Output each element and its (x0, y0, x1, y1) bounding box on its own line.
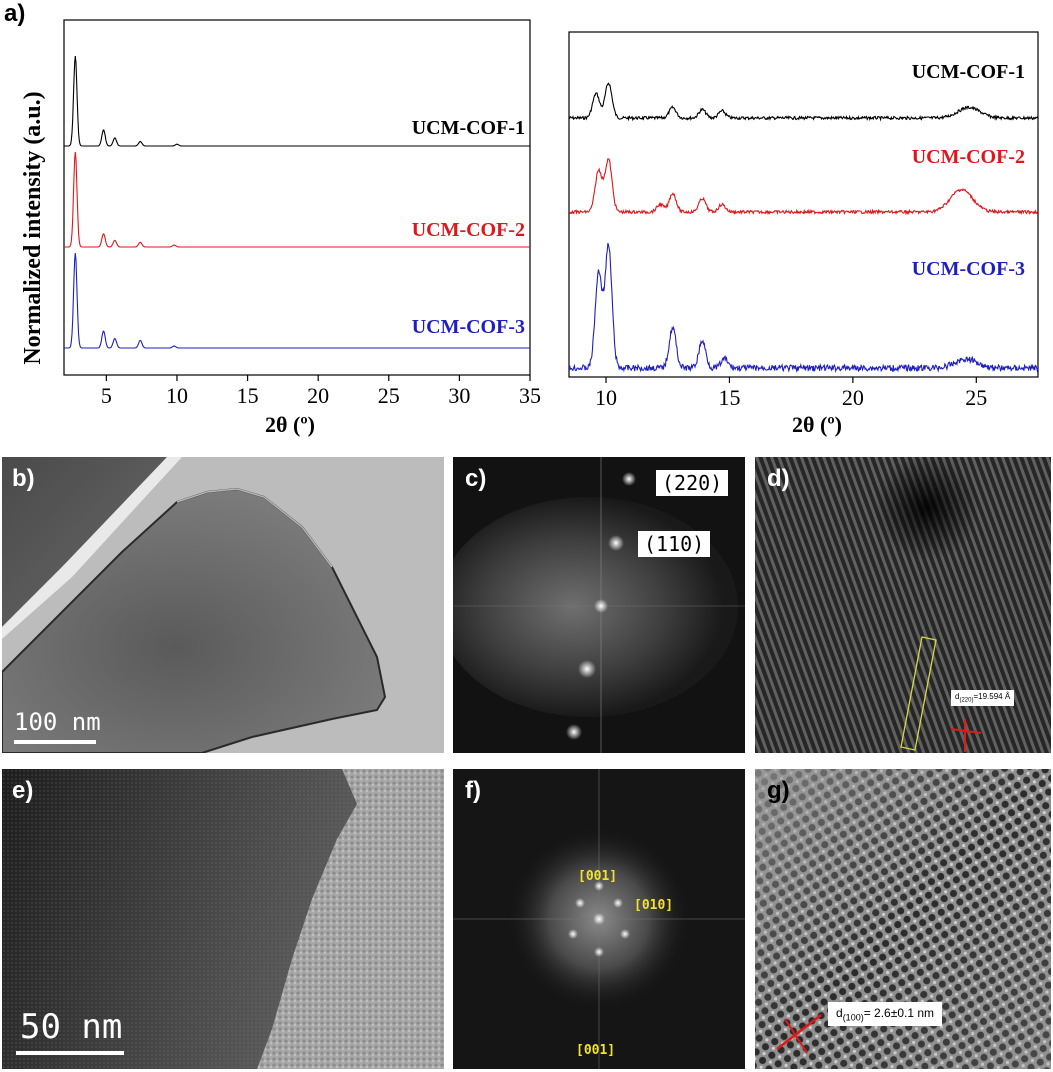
series-label-ucm-cof-2: UCM-COF-2 (412, 219, 525, 241)
panel-label-g: g) (767, 777, 790, 804)
x-axis-label-right: 2θ (º) (792, 412, 842, 437)
x-tick-label-25: 25 (965, 385, 987, 410)
d-spacing-label-d: d(220)=19.594 Å (951, 690, 1015, 706)
series-label-right-ucm-cof-2: UCM-COF-2 (912, 146, 1025, 168)
series-line-ucm-cof-3 (64, 252, 530, 349)
series-line-ucm-cof-1 (568, 82, 1039, 122)
x-tick-label-15: 15 (718, 385, 740, 410)
scale-bar-e (16, 1051, 124, 1055)
panel-label-a: a) (4, 0, 26, 27)
scale-label-b: 100 nm (14, 708, 101, 736)
fft-image-f: [001] [010] [001] f) (453, 769, 745, 1069)
x-tick-label-20: 20 (842, 385, 864, 410)
plot-frame-left (63, 19, 531, 376)
xrd-chart-left: 5 10 15 20 25 30 35 UCM-COF-1 UCM-COF-2 UCM-CO… (20, 19, 541, 437)
lattice-image-d: d(220)=19.594 Å d) (755, 457, 1051, 753)
series-line-ucm-cof-3 (568, 242, 1039, 374)
panel-label-b: b) (12, 465, 35, 492)
d-spacing-label-g: d(100)= 2.6±0.1 nm (828, 1002, 942, 1027)
panel-label-e: e) (12, 777, 34, 804)
panel-label-f: f) (465, 777, 481, 804)
x-ticks-left: 5 10 15 20 25 30 35 (101, 375, 541, 408)
tem-image-e: 50 nm e) (2, 769, 444, 1069)
panel-label-d: d) (767, 465, 790, 492)
x-axis-label-left: 2θ (º) (265, 412, 315, 437)
scale-label-e: 50 nm (20, 1007, 123, 1047)
series-label-ucm-cof-1: UCM-COF-1 (412, 117, 525, 139)
series-label-right-ucm-cof-1: UCM-COF-1 (912, 61, 1025, 83)
fft-image-c: (220) (110) c) (453, 457, 745, 753)
plot-frame-right (568, 31, 1039, 378)
zone-axis-top: [001] (578, 869, 618, 884)
tem-image-b: 100 nm b) (2, 457, 444, 753)
series-group-left (64, 55, 530, 349)
miller-index-220: (220) (656, 470, 729, 496)
y-axis-label: Normalized intensity (a.u.) (20, 91, 46, 364)
series-line-ucm-cof-2 (568, 158, 1039, 216)
x-tick-label-10: 10 (595, 385, 617, 410)
x-tick-label-25: 25 (378, 383, 400, 408)
x-tick-label-35: 35 (519, 383, 541, 408)
series-label-right-ucm-cof-3: UCM-COF-3 (912, 258, 1025, 280)
x-tick-label-10: 10 (166, 383, 188, 408)
x-tick-label-30: 30 (448, 383, 470, 408)
series-line-ucm-cof-1 (64, 55, 530, 147)
panel-label-c: c) (465, 465, 487, 492)
zone-axis-right: [010] (634, 898, 674, 913)
series-group-right (568, 82, 1039, 374)
x-tick-label-15: 15 (237, 383, 259, 408)
scale-bar-b (14, 740, 96, 744)
zone-axis-bottom: [001] (576, 1043, 616, 1058)
lattice-image-g: d(100)= 2.6±0.1 nm g) (755, 769, 1051, 1069)
miller-index-110: (110) (638, 531, 711, 557)
x-tick-label-5: 5 (101, 383, 112, 408)
series-label-ucm-cof-3: UCM-COF-3 (412, 316, 525, 338)
x-ticks-right: 10 15 20 25 (595, 377, 987, 410)
series-line-ucm-cof-2 (64, 151, 530, 248)
xrd-chart-right: 10 15 20 25 UCM-COF-1 UCM-COF-2 UCM-COF-3 2… (568, 31, 1039, 437)
x-tick-label-20: 20 (307, 383, 329, 408)
measurement-box-d (900, 636, 937, 751)
